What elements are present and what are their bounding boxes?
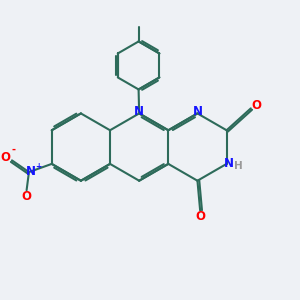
Text: H: H (235, 161, 243, 171)
Text: O: O (21, 190, 31, 203)
Text: N: N (224, 158, 234, 170)
Text: O: O (252, 99, 262, 112)
Text: O: O (195, 210, 205, 223)
Text: O: O (1, 151, 10, 164)
Text: N: N (26, 165, 35, 178)
Text: +: + (35, 162, 41, 171)
Text: N: N (192, 106, 203, 118)
Text: N: N (134, 106, 144, 118)
Text: -: - (12, 145, 16, 155)
